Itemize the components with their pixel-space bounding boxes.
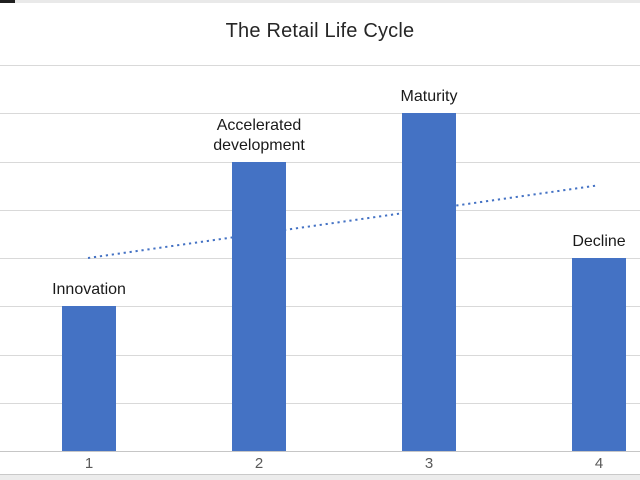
- gridline: [0, 209, 640, 211]
- chart-title: The Retail Life Cycle: [225, 20, 415, 42]
- x-tick-label: 4: [594, 455, 604, 472]
- gridline: [0, 402, 640, 404]
- bar-1: [62, 306, 116, 451]
- gridline: [0, 306, 640, 308]
- gridline: [0, 354, 640, 356]
- bottom-edge-strip: [0, 474, 640, 480]
- top-left-corner-mark: [0, 0, 15, 3]
- bar-label: Decline: [572, 233, 626, 250]
- bar-label: Accelerated development: [213, 116, 305, 154]
- gridline: [0, 113, 640, 115]
- bar-4: [572, 258, 626, 451]
- bar-3: [402, 113, 456, 451]
- x-tick-label: 2: [254, 455, 264, 472]
- bar-label: Innovation: [52, 281, 126, 299]
- gridline: [0, 161, 640, 163]
- x-tick-label: 3: [424, 455, 434, 472]
- x-axis-line: [0, 451, 640, 452]
- trendline-dotted: [87, 184, 597, 259]
- gridline: [0, 65, 640, 66]
- bar-label: Maturity: [400, 88, 458, 106]
- gridline: [0, 258, 640, 259]
- top-edge-strip: [0, 0, 640, 3]
- x-tick-label: 1: [84, 455, 94, 472]
- bar-2: [232, 161, 286, 451]
